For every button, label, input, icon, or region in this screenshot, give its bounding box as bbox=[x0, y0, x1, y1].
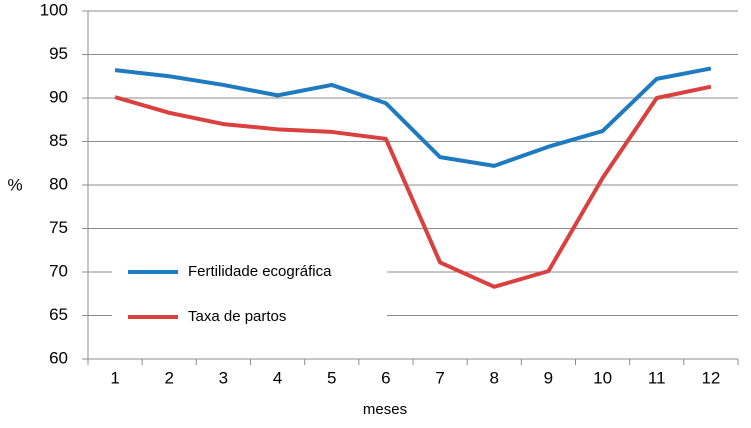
x-tick-label: 12 bbox=[701, 368, 720, 387]
y-tick-label: 100 bbox=[40, 0, 68, 19]
x-tick-label: 2 bbox=[165, 368, 174, 387]
y-tick-label: 90 bbox=[49, 87, 68, 106]
y-tick-label: 70 bbox=[49, 261, 68, 280]
x-tick-label: 8 bbox=[490, 368, 499, 387]
x-tick-label: 1 bbox=[110, 368, 119, 387]
x-tick-label: 7 bbox=[435, 368, 444, 387]
x-tick-label: 5 bbox=[327, 368, 336, 387]
series-line bbox=[114, 66, 712, 168]
x-axis-label: meses bbox=[363, 401, 407, 418]
y-tick-label: 65 bbox=[49, 305, 68, 324]
x-tick-label: 10 bbox=[593, 368, 612, 387]
legend-label: Fertilidade ecográfica bbox=[188, 263, 332, 280]
x-tick-label: 4 bbox=[273, 368, 282, 387]
y-tick-label: 85 bbox=[49, 131, 68, 150]
y-tick-label: 75 bbox=[49, 218, 68, 237]
x-tick-label: 6 bbox=[381, 368, 390, 387]
y-tick-label: 80 bbox=[49, 174, 68, 193]
legend-label: Taxa de partos bbox=[188, 308, 286, 325]
y-tick-label: 60 bbox=[49, 348, 68, 367]
series-line bbox=[114, 84, 712, 289]
x-tick-label: 9 bbox=[544, 368, 553, 387]
x-tick-label: 3 bbox=[219, 368, 228, 387]
x-tick-label: 11 bbox=[648, 368, 666, 387]
y-axis-label: % bbox=[7, 175, 22, 194]
y-tick-label: 95 bbox=[49, 44, 68, 63]
legend-box bbox=[112, 252, 387, 338]
